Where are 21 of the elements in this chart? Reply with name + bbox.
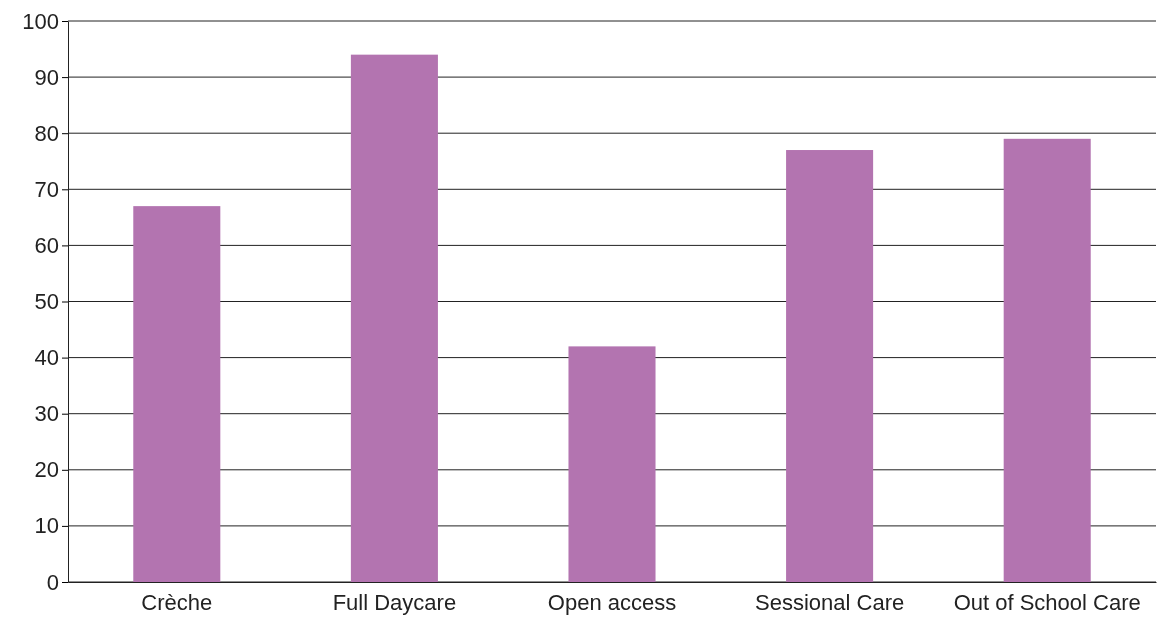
y-tick-label: 90 <box>34 64 59 90</box>
y-tick-label: 60 <box>34 232 59 258</box>
x-tick-label: Out of School Care <box>953 589 1141 615</box>
bar <box>350 54 438 582</box>
y-tick-label: 40 <box>34 345 59 371</box>
y-tick-label: 100 <box>22 8 59 34</box>
bar <box>133 206 221 582</box>
y-tick-label: 20 <box>34 457 59 483</box>
bar <box>1003 138 1091 582</box>
y-tick-label: 30 <box>34 401 59 427</box>
x-tick-label: Full Daycare <box>332 589 457 615</box>
y-tick-label: 50 <box>34 289 59 315</box>
y-tick-label: 70 <box>34 176 59 202</box>
bar <box>568 346 656 582</box>
bar <box>786 150 874 582</box>
x-tick-label: Open access <box>547 589 677 615</box>
x-tick-label: Sessional Care <box>755 589 905 615</box>
y-tick-label: 0 <box>46 569 59 595</box>
y-tick-label: 10 <box>34 513 59 539</box>
x-tick-label: Crèche <box>141 589 213 615</box>
y-tick-label: 80 <box>34 120 59 146</box>
